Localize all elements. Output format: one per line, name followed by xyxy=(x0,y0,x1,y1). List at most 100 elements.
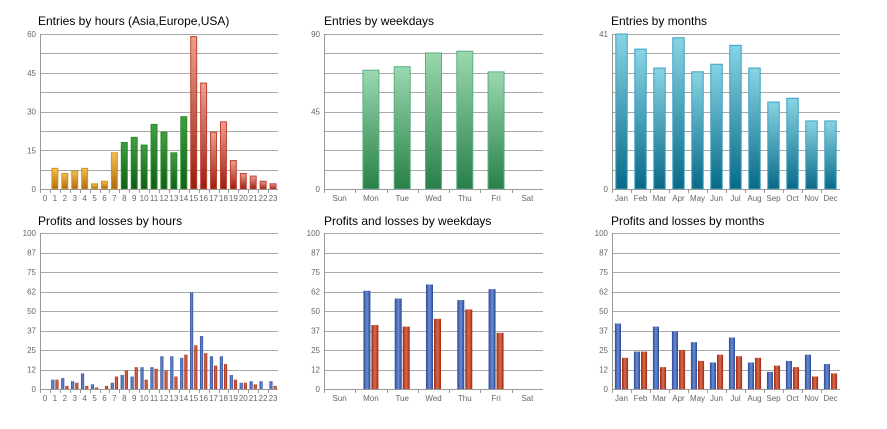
x-tick-label: 15 xyxy=(189,194,198,203)
x-tick-label: Wed xyxy=(425,194,441,203)
x-tick-label: 23 xyxy=(269,394,278,403)
x-tick-label: Jul xyxy=(730,194,740,203)
bar-losses xyxy=(717,354,724,389)
x-tick-label: 21 xyxy=(249,394,258,403)
bar-losses xyxy=(496,332,504,389)
bar xyxy=(249,175,257,190)
bar-losses xyxy=(194,345,198,389)
x-tick-label: Oct xyxy=(786,394,799,403)
y-tick-label: 75 xyxy=(27,268,36,277)
x-tick-label: 3 xyxy=(72,194,77,203)
x-tick-label: 18 xyxy=(219,194,228,203)
bar-losses xyxy=(774,365,781,389)
bar-profits xyxy=(110,382,114,389)
x-tick-label: Fri xyxy=(491,394,501,403)
x-tick-label: Mar xyxy=(653,394,667,403)
x-tick-label: 22 xyxy=(259,194,268,203)
bar-profits xyxy=(671,331,678,389)
x-tick-label: 1 xyxy=(53,394,58,403)
x-tick-label: Sun xyxy=(333,194,347,203)
chart-title: Entries by months xyxy=(611,14,707,28)
y-tick-label: 0 xyxy=(604,385,609,394)
x-tick-label: 0 xyxy=(43,194,48,203)
bar-profits xyxy=(140,367,144,389)
bar xyxy=(259,180,267,190)
bar xyxy=(767,101,780,190)
bar-losses xyxy=(65,385,69,389)
bar-losses xyxy=(114,376,119,389)
x-tick-label: Nov xyxy=(804,394,818,403)
x-tick-label: 7 xyxy=(112,194,117,203)
bar-profits xyxy=(804,354,811,389)
bar-losses xyxy=(273,385,277,389)
bar xyxy=(615,33,628,190)
y-tick-label: 50 xyxy=(311,307,320,316)
chart-title: Entries by hours (Asia,Europe,USA) xyxy=(38,14,229,28)
y-tick-label: 37 xyxy=(311,327,320,336)
bar xyxy=(190,36,198,190)
y-tick-label: 0 xyxy=(604,185,609,194)
bar-profits xyxy=(120,374,124,389)
bar-losses xyxy=(233,379,238,389)
x-tick-label: 20 xyxy=(239,394,248,403)
y-tick-label: 37 xyxy=(27,327,36,336)
bar-profits xyxy=(747,362,754,389)
x-tick-label: Tue xyxy=(395,394,409,403)
y-tick-label: 12 xyxy=(27,366,36,375)
bar-losses xyxy=(736,356,743,389)
x-tick-label: 13 xyxy=(169,394,178,403)
chart-title: Profits and losses by hours xyxy=(38,214,182,228)
y-tick-label: 15 xyxy=(27,146,36,155)
bar xyxy=(362,69,380,190)
x-tick-label: 4 xyxy=(82,194,87,203)
y-tick-label: 60 xyxy=(27,30,36,39)
y-tick-label: 12 xyxy=(599,366,608,375)
x-tick-label: 3 xyxy=(72,394,77,403)
x-tick-label: 9 xyxy=(132,194,137,203)
bar-profits xyxy=(150,367,154,389)
x-tick-label: Dec xyxy=(823,394,837,403)
x-tick-label: 19 xyxy=(229,194,238,203)
x-tick-label: Sat xyxy=(521,394,534,403)
bar xyxy=(81,167,89,190)
bar xyxy=(100,180,108,190)
x-tick-label: Sun xyxy=(333,394,347,403)
bar xyxy=(110,152,118,190)
x-tick-label: 4 xyxy=(82,394,87,403)
y-tick-label: 87 xyxy=(27,249,36,258)
y-tick-label: 45 xyxy=(311,108,320,117)
x-tick-label: Apr xyxy=(672,394,685,403)
bar xyxy=(786,97,799,190)
bar-losses xyxy=(793,367,800,389)
bar xyxy=(140,144,148,190)
bar-losses xyxy=(831,373,838,389)
y-tick-label: 62 xyxy=(311,288,320,297)
bar-profits xyxy=(363,290,371,389)
y-tick-label: 90 xyxy=(311,30,320,39)
bar xyxy=(691,71,704,190)
y-tick-label: 0 xyxy=(316,385,321,394)
y-tick-label: 62 xyxy=(27,288,36,297)
bar-profits xyxy=(766,371,773,389)
x-tick-label: Tue xyxy=(395,194,409,203)
x-tick-label: 7 xyxy=(112,394,117,403)
x-tick-label: 18 xyxy=(219,394,228,403)
x-tick-label: Jan xyxy=(615,394,628,403)
bar-losses xyxy=(144,379,148,389)
bar-profits xyxy=(728,337,735,389)
bar xyxy=(229,160,237,190)
y-tick-label: 100 xyxy=(23,229,37,238)
bar-profits xyxy=(488,289,496,389)
chart-title: Profits and losses by weekdays xyxy=(324,214,491,228)
y-tick-label: 62 xyxy=(599,288,608,297)
bar-profits xyxy=(51,379,55,389)
bar-profits xyxy=(457,300,465,389)
bar xyxy=(487,71,505,190)
bar-profits xyxy=(823,364,830,389)
bar-losses xyxy=(174,376,178,389)
y-tick-label: 75 xyxy=(311,268,320,277)
bar-profits xyxy=(239,382,243,389)
x-tick-label: Feb xyxy=(634,394,648,403)
bar-losses xyxy=(660,367,667,389)
x-tick-label: 1 xyxy=(53,194,58,203)
